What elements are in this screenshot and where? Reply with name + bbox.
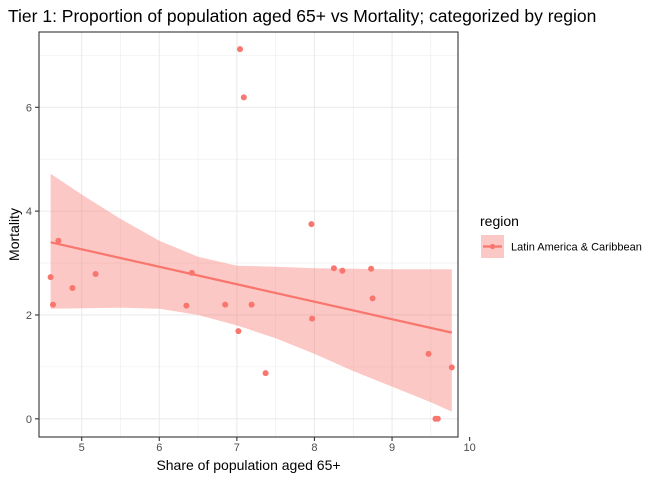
y-tick-label: 6 bbox=[26, 102, 32, 114]
data-point bbox=[448, 364, 455, 371]
data-point bbox=[235, 328, 242, 335]
data-point bbox=[240, 94, 247, 101]
data-point bbox=[308, 221, 315, 228]
data-point bbox=[237, 46, 243, 53]
data-point bbox=[425, 350, 432, 357]
data-point bbox=[47, 274, 54, 281]
data-point bbox=[50, 301, 56, 308]
data-point bbox=[69, 285, 76, 291]
data-point bbox=[330, 265, 337, 272]
data-point bbox=[188, 269, 195, 276]
y-tick-label: 0 bbox=[26, 414, 32, 426]
data-point bbox=[369, 295, 376, 302]
data-point bbox=[262, 370, 269, 377]
data-point bbox=[339, 267, 346, 274]
trend-line bbox=[50, 241, 453, 334]
plot-border bbox=[38, 31, 459, 438]
data-point bbox=[183, 302, 190, 309]
legend-title: region bbox=[480, 213, 519, 229]
legend: region Latin America & Caribbean bbox=[480, 213, 642, 258]
y-tick-label: 2 bbox=[26, 310, 32, 322]
data-point bbox=[222, 301, 229, 308]
y-axis: 0 2 4 6 bbox=[26, 102, 39, 426]
data-point bbox=[248, 301, 255, 308]
confidence-band-layer bbox=[50, 173, 452, 412]
grid bbox=[39, 32, 458, 437]
x-tick-label: 10 bbox=[464, 442, 476, 454]
x-tick-label: 9 bbox=[389, 442, 395, 454]
data-point bbox=[434, 415, 441, 422]
legend-label: Latin America & Caribbean bbox=[511, 242, 642, 254]
plot-panel bbox=[39, 32, 458, 437]
y-axis-title: Mortality bbox=[6, 208, 22, 261]
data-point bbox=[368, 265, 375, 272]
legend-key-point bbox=[489, 243, 496, 250]
data-point bbox=[309, 315, 316, 322]
chart-title: Tier 1: Proportion of population aged 65… bbox=[8, 6, 596, 26]
trend-line-layer bbox=[50, 241, 453, 334]
data-points-layer bbox=[47, 46, 455, 422]
data-point bbox=[92, 271, 99, 277]
data-point bbox=[55, 237, 62, 244]
x-tick-label: 7 bbox=[234, 442, 240, 454]
x-axis: 5 6 7 8 9 10 bbox=[79, 437, 476, 454]
x-tick-label: 8 bbox=[311, 442, 317, 454]
x-axis-title: Share of population aged 65+ bbox=[156, 457, 340, 473]
y-tick-label: 4 bbox=[26, 206, 32, 218]
x-tick-label: 5 bbox=[79, 442, 85, 454]
x-tick-label: 6 bbox=[156, 442, 162, 454]
confidence-band bbox=[50, 173, 452, 412]
